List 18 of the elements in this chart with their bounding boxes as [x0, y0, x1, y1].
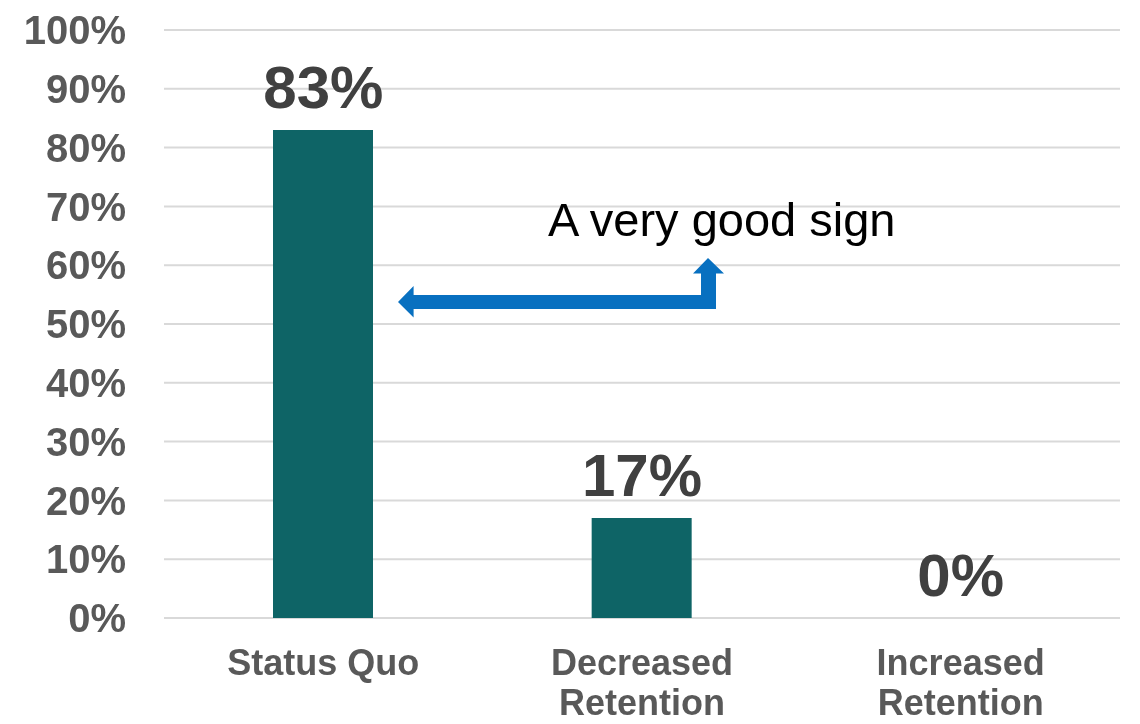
y-tick-label: 0%	[68, 596, 126, 641]
y-tick-label: 90%	[45, 67, 126, 111]
y-tick-label: 100%	[23, 8, 126, 53]
data-label: 0%	[917, 542, 1005, 609]
x-tick-label: Decreased Retention	[550, 642, 734, 723]
y-tick-label: 50%	[45, 302, 126, 347]
data-label: 83%	[263, 53, 384, 121]
y-tick-label: 10%	[45, 537, 126, 582]
x-tick-label: Status Quo	[227, 642, 420, 683]
y-tick-label: 80%	[45, 125, 126, 170]
y-tick-label: 40%	[45, 361, 126, 405]
y-tick-label: 70%	[45, 184, 126, 229]
annotation: A very good sign	[548, 193, 896, 246]
data-label: 17%	[581, 442, 703, 510]
x-tick-label: Increased Retention	[876, 642, 1045, 723]
y-tick-label: 60%	[45, 243, 126, 288]
y-tick-label: 30%	[45, 419, 126, 464]
y-tick-label: 20%	[45, 478, 126, 523]
